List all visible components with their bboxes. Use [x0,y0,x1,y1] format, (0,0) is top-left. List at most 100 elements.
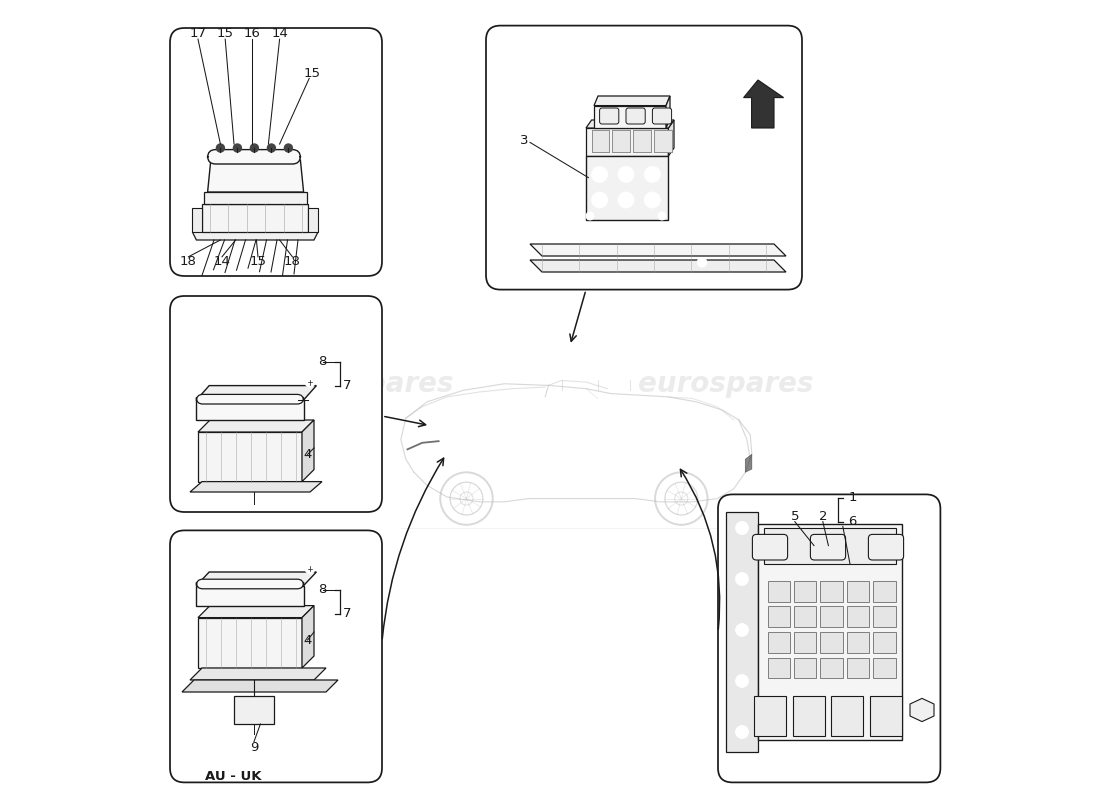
Bar [654,130,672,152]
Circle shape [251,144,258,152]
Polygon shape [192,208,202,232]
Bar [592,130,609,152]
Polygon shape [190,668,326,680]
Polygon shape [202,204,308,232]
FancyBboxPatch shape [752,534,788,560]
Bar [634,130,651,152]
Bar [768,632,790,653]
Circle shape [267,144,275,152]
Bar [873,632,895,653]
Polygon shape [197,586,304,606]
Bar [873,658,895,678]
Bar [592,130,609,152]
Text: 7: 7 [343,379,352,392]
Bar [634,130,651,152]
Text: 7: 7 [343,607,352,620]
Text: 18: 18 [284,255,300,268]
Circle shape [250,500,258,508]
FancyBboxPatch shape [600,108,619,124]
Circle shape [736,522,748,534]
Polygon shape [586,156,669,220]
Circle shape [305,564,315,574]
Circle shape [618,192,634,208]
Bar [794,632,816,653]
FancyBboxPatch shape [208,150,300,164]
Polygon shape [198,432,302,482]
Circle shape [233,144,241,152]
Bar [821,606,843,627]
Polygon shape [764,528,895,564]
Bar [847,581,869,602]
Polygon shape [666,96,670,128]
Circle shape [250,730,258,738]
Polygon shape [832,696,864,736]
Polygon shape [208,160,304,192]
Circle shape [736,573,748,586]
FancyBboxPatch shape [811,534,846,560]
Text: 14: 14 [213,255,230,268]
Polygon shape [744,80,783,128]
Bar [654,130,672,152]
Polygon shape [586,128,669,156]
Circle shape [592,166,607,182]
FancyBboxPatch shape [197,394,304,404]
Polygon shape [530,260,786,272]
FancyBboxPatch shape [652,108,672,124]
Circle shape [592,192,607,208]
Polygon shape [190,482,322,492]
Polygon shape [197,386,317,400]
Polygon shape [910,698,934,722]
Text: 5: 5 [791,510,799,522]
Bar [821,658,843,678]
Polygon shape [302,420,313,482]
Text: 14: 14 [272,27,288,40]
Bar [873,581,895,602]
Circle shape [697,258,707,267]
Text: 2: 2 [818,510,827,522]
Text: 17: 17 [189,27,207,40]
Bar [847,606,869,627]
Polygon shape [234,696,274,724]
Circle shape [658,212,666,220]
Polygon shape [182,680,338,692]
Polygon shape [758,524,902,740]
Bar [873,606,895,627]
Text: 9: 9 [250,741,258,754]
FancyBboxPatch shape [170,296,382,512]
Text: AU - UK: AU - UK [205,770,262,782]
Polygon shape [530,244,786,256]
FancyBboxPatch shape [170,530,382,782]
Circle shape [736,674,748,687]
Polygon shape [197,572,317,586]
Polygon shape [302,606,313,668]
FancyBboxPatch shape [718,494,940,782]
Text: 15: 15 [250,255,266,268]
FancyBboxPatch shape [197,579,304,589]
Bar [634,130,651,152]
Polygon shape [205,192,307,204]
Polygon shape [198,618,302,668]
Circle shape [802,746,810,754]
Circle shape [736,726,748,738]
FancyBboxPatch shape [868,534,903,560]
Polygon shape [726,512,758,752]
Polygon shape [192,232,318,240]
Circle shape [305,378,315,387]
Text: 4: 4 [304,448,311,461]
Text: 15: 15 [304,67,320,80]
FancyBboxPatch shape [486,26,802,290]
Bar [847,658,869,678]
Circle shape [285,144,293,152]
Polygon shape [197,400,304,420]
FancyBboxPatch shape [170,28,382,276]
Polygon shape [669,120,674,156]
Text: eurospares: eurospares [278,370,453,398]
Bar [821,632,843,653]
Circle shape [180,644,188,652]
Bar [768,658,790,678]
Bar [768,581,790,602]
Text: 4: 4 [304,634,311,646]
Circle shape [645,192,660,208]
Bar [821,581,843,602]
Polygon shape [746,454,751,472]
